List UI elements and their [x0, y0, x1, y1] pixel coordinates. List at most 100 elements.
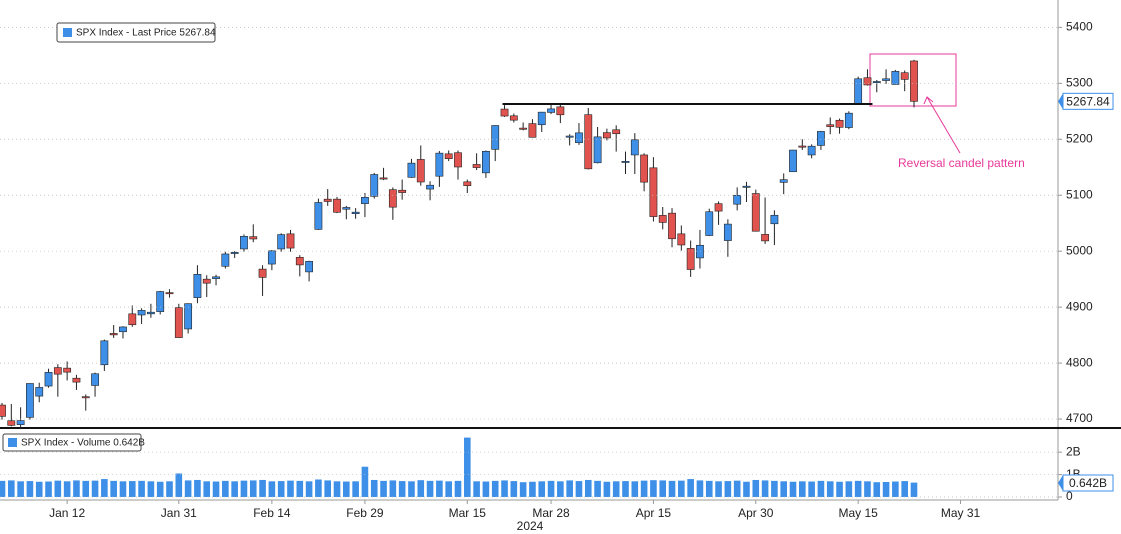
y-tick-label: 4900 — [1066, 299, 1093, 313]
volume-bar — [910, 482, 918, 497]
candle-body — [779, 179, 788, 183]
last-price-badge — [1062, 92, 1114, 110]
candle-body — [202, 278, 211, 284]
candle-body — [807, 145, 816, 156]
x-tick-label: May 15 — [838, 506, 878, 520]
candle-body — [668, 212, 676, 240]
candle-body — [817, 131, 825, 146]
candle-body — [900, 72, 909, 80]
candle-body — [491, 125, 500, 150]
candle-body — [537, 111, 546, 126]
volume-bar — [864, 481, 871, 497]
volume-bar — [8, 480, 15, 497]
legend-text: SPX Index - Last Price 5267.84 — [76, 28, 216, 39]
candle-body — [602, 132, 611, 139]
candle-body — [100, 340, 109, 366]
candle-body — [72, 377, 81, 383]
year-label: 2024 — [517, 519, 544, 533]
candle-body — [742, 185, 751, 188]
last-volume-label: 0.642B — [1069, 476, 1107, 490]
candle-body — [35, 387, 44, 397]
volume-bar — [650, 480, 657, 497]
volume-bar — [733, 480, 741, 497]
volume-bar — [194, 479, 201, 497]
candle-body — [426, 184, 434, 190]
candle-body — [267, 250, 276, 265]
volume-bar — [110, 480, 117, 497]
volume-bar — [249, 480, 257, 497]
volume-bar — [45, 481, 52, 497]
candle-body — [844, 112, 853, 128]
volume-bar — [529, 481, 536, 497]
candle-body — [81, 396, 90, 399]
candle-body — [193, 274, 202, 298]
volume-bar — [464, 437, 471, 497]
price-legend: SPX Index - Last Price 5267.84 — [56, 22, 216, 43]
volume-bar — [119, 481, 127, 497]
last-price-pointer — [1058, 93, 1063, 110]
volume-bar — [212, 481, 220, 497]
candle-body — [435, 152, 444, 177]
y-tick-label: 4800 — [1066, 355, 1093, 369]
volume-bar — [63, 481, 71, 497]
volume-bar — [482, 481, 490, 497]
y-tick-label: 5200 — [1066, 131, 1093, 145]
candle-body — [696, 244, 704, 259]
candle-body — [444, 153, 453, 159]
volume-bar — [715, 481, 722, 497]
candle-body — [482, 151, 490, 174]
volume-bar — [101, 479, 108, 497]
volume-bar — [138, 480, 145, 497]
candle-body — [258, 268, 267, 278]
volume-bar — [156, 481, 164, 497]
candle-body — [705, 211, 714, 236]
legend-box — [2, 433, 142, 452]
volume-bar — [426, 480, 434, 497]
candle-body — [761, 234, 769, 242]
candle-body — [891, 71, 900, 85]
volume-bar — [873, 482, 881, 497]
volume-bar — [26, 481, 34, 497]
volume-bar — [380, 480, 387, 497]
candle-body — [63, 367, 72, 373]
candle-body — [686, 248, 695, 270]
candle-body — [872, 81, 881, 84]
candle-body — [519, 127, 528, 130]
volume-bar — [175, 473, 183, 497]
volume-bar — [389, 480, 397, 497]
annotation-arrow — [926, 96, 961, 154]
candle-body — [286, 233, 295, 249]
candle-body — [649, 167, 658, 217]
candle-body — [882, 78, 890, 81]
candle-body — [789, 149, 797, 173]
candle-body — [630, 139, 639, 156]
volume-bar — [575, 481, 583, 497]
volume-bar — [315, 479, 322, 497]
candle-body — [109, 333, 118, 336]
x-tick-label: Feb 29 — [346, 506, 384, 520]
candle-body — [342, 207, 351, 210]
volume-bar — [491, 480, 499, 497]
last-volume-pointer — [1058, 475, 1063, 491]
volume-bar — [519, 482, 527, 497]
last-volume-badge — [1062, 474, 1114, 492]
volume-bar — [687, 479, 694, 497]
candle-body — [714, 203, 723, 212]
volume-bar — [268, 481, 276, 497]
candle-body — [305, 261, 313, 273]
candle-body — [137, 310, 146, 316]
volume-bar — [398, 481, 406, 497]
volume-bar — [892, 481, 899, 497]
y-tick-label: 0 — [1066, 489, 1073, 503]
candle-body — [165, 292, 174, 295]
candle-body — [658, 215, 667, 223]
candle-body — [416, 159, 425, 183]
volume-bar — [547, 480, 555, 497]
volume-bar — [445, 481, 452, 497]
candle-body — [463, 181, 472, 186]
volume-bar — [54, 480, 62, 497]
candle-body — [677, 233, 686, 246]
volume-bar — [184, 480, 192, 497]
volume-bar — [287, 480, 294, 497]
